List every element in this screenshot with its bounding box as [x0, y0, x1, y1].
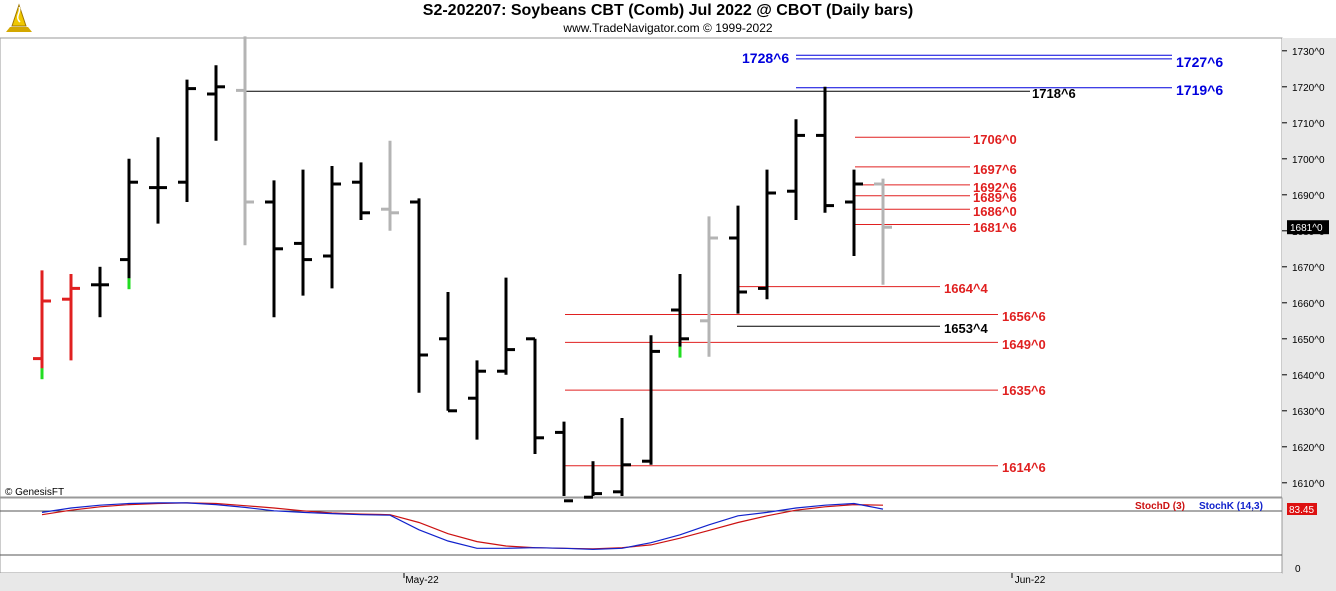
ohlc-bar — [410, 198, 428, 393]
level-label: 1635^6 — [1002, 383, 1046, 398]
ohlc-bar — [381, 140, 399, 231]
last-price-label: 1681^0 — [1290, 223, 1323, 234]
ohlc-bar — [642, 335, 660, 465]
ohlc-bar — [584, 461, 602, 499]
level-label: 1649^0 — [1002, 337, 1046, 352]
y-tick-label: 1620^0 — [1292, 443, 1325, 454]
ohlc-bar — [236, 36, 254, 246]
ohlc-bar — [439, 292, 457, 413]
ohlc-bar — [178, 79, 196, 202]
chart-header: S2-202207: Soybeans CBT (Comb) Jul 2022 … — [0, 0, 1336, 38]
x-tick-label: May-22 — [405, 575, 439, 586]
ohlc-bar — [787, 119, 805, 220]
level-label: 1686^0 — [973, 204, 1017, 219]
ohlc-bar — [729, 205, 747, 314]
trade-navigator-logo-icon — [6, 3, 32, 32]
stoch-value-box — [1287, 503, 1317, 515]
ohlc-bar — [33, 270, 51, 372]
ohlc-bar — [120, 158, 138, 282]
ohlc-bar — [294, 169, 312, 296]
chart-subtitle: www.TradeNavigator.com © 1999-2022 — [563, 21, 773, 35]
ohlc-bar — [468, 360, 486, 440]
level-label: 1692^6 — [973, 180, 1017, 195]
ohlc-bar — [758, 169, 776, 300]
ohlc-bar — [700, 216, 718, 357]
level-label: 1664^4 — [944, 281, 989, 296]
stoch-d-legend: StochD (3) — [1135, 501, 1185, 512]
ohlc-bar — [352, 162, 370, 220]
ohlc-bar — [845, 169, 863, 256]
stoch-k-line — [41, 502, 884, 551]
ohlc-bar — [323, 166, 341, 289]
level-label: 1614^6 — [1002, 460, 1046, 475]
level-label: 1718^6 — [1032, 86, 1076, 101]
x-axis-panel — [0, 573, 1282, 591]
ohlc-bar — [62, 274, 80, 361]
ohlc-bar — [265, 180, 283, 318]
level-label: 1681^6 — [973, 220, 1017, 235]
level-label: 1697^6 — [973, 162, 1017, 177]
ohlc-bar — [526, 337, 544, 454]
ohlc-bar — [874, 178, 892, 285]
ohlc-bar — [613, 418, 631, 496]
chart-title: S2-202207: Soybeans CBT (Comb) Jul 2022 … — [422, 2, 914, 19]
y-tick-label: 1630^0 — [1292, 407, 1325, 418]
copyright-label: © GenesisFT — [5, 487, 64, 498]
level-label: 1689^6 — [973, 190, 1017, 205]
stochastic-panel — [0, 497, 1283, 574]
level-label: 1653^4 — [944, 321, 989, 336]
level-label: 1719^6 — [1176, 82, 1223, 98]
level-label: 1727^6 — [1176, 54, 1223, 70]
last-price-box — [1287, 220, 1329, 235]
y-tick-label: 1660^0 — [1292, 299, 1325, 310]
level-label: 1728^6 — [742, 50, 789, 66]
y-tick-label: 1710^0 — [1292, 119, 1325, 130]
y-tick-label: 1610^0 — [1292, 479, 1325, 490]
y-tick-label: 1690^0 — [1292, 191, 1325, 202]
y-tick-label: 1640^0 — [1292, 371, 1325, 382]
ohlc-bar — [816, 86, 834, 213]
stoch-zero-label: 0 — [1295, 564, 1301, 575]
ohlc-bar — [91, 266, 109, 318]
level-label: 1656^6 — [1002, 309, 1046, 324]
ohlc-bar — [497, 277, 515, 375]
level-label: 1706^0 — [973, 132, 1017, 147]
y-tick-label: 1670^0 — [1292, 263, 1325, 274]
price-panel — [0, 37, 1283, 498]
x-tick-label: Jun-22 — [1015, 575, 1046, 586]
ohlc-bar — [555, 421, 573, 503]
ohlc-bar — [149, 137, 167, 224]
ohlc-bar — [207, 65, 225, 141]
y-tick-label: 1730^0 — [1292, 47, 1325, 58]
y-tick-label: 1700^0 — [1292, 155, 1325, 166]
stoch-value-label: 83.45 — [1289, 505, 1314, 516]
y-tick-label: 1720^0 — [1292, 83, 1325, 94]
ohlc-bar — [671, 274, 689, 350]
stoch-k-legend: StochK (14,3) — [1199, 501, 1263, 512]
y-axis-panel — [1282, 38, 1336, 591]
y-tick-label: 1650^0 — [1292, 335, 1325, 346]
